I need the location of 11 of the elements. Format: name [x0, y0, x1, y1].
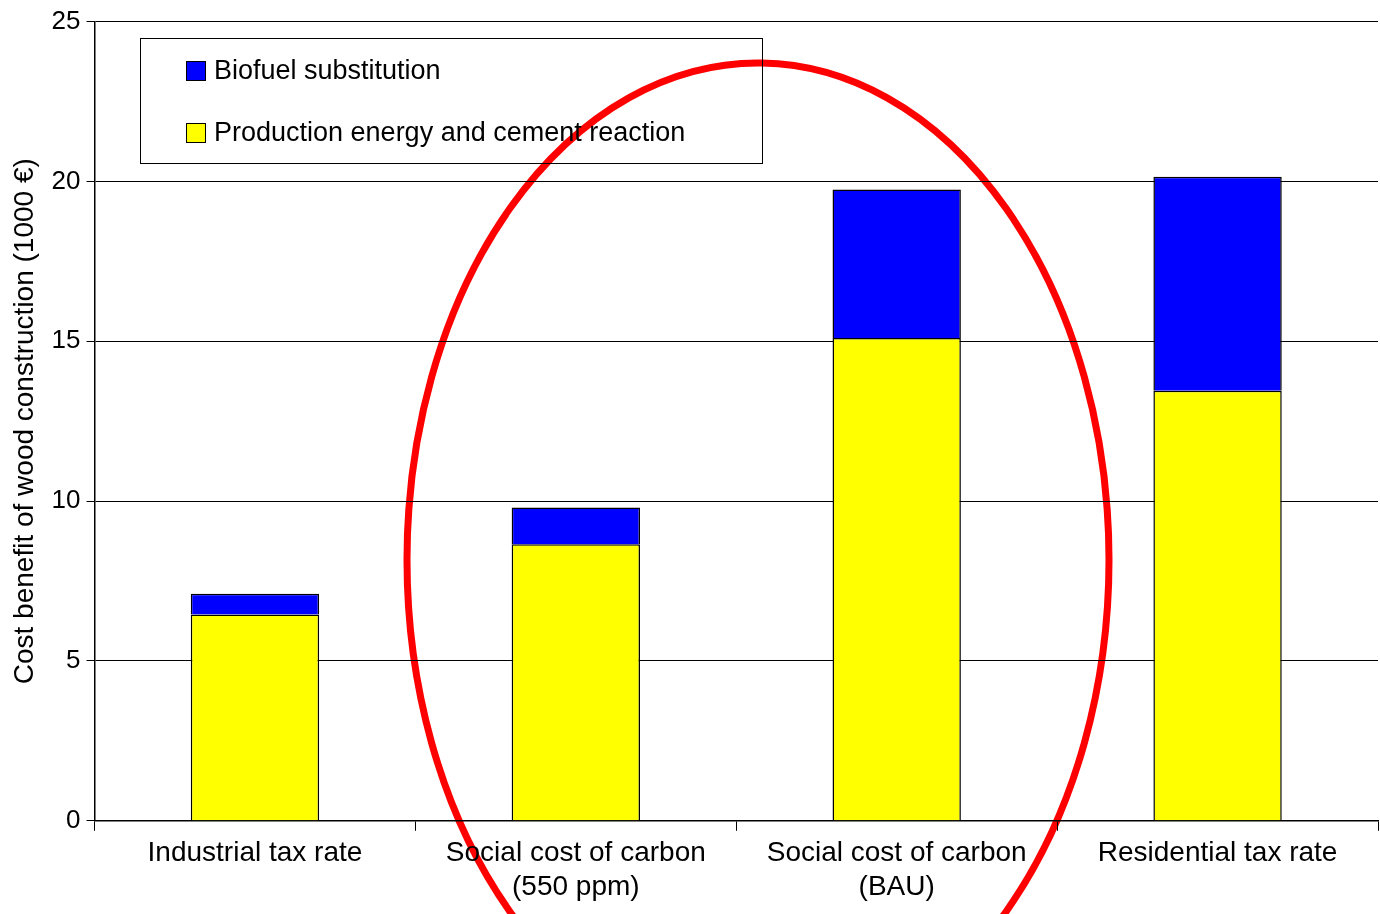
x-tick-label: Industrial tax rate: [147, 836, 363, 868]
y-axis-title: Cost benefit of wood construction (1000 €): [7, 158, 39, 685]
y-tick-label: 15: [51, 324, 81, 355]
y-tick-label: 0: [66, 803, 81, 834]
x-tick-label: Residential tax rate: [1097, 836, 1338, 868]
y-tick-label: 10: [51, 484, 81, 515]
x-tick-label: Social cost of carbon (BAU): [766, 836, 1027, 901]
y-tick-label: 20: [51, 164, 81, 195]
y-tick-label: 25: [51, 4, 81, 35]
y-tick-label: 5: [66, 644, 81, 675]
legend-label: Biofuel substitution: [214, 55, 441, 86]
